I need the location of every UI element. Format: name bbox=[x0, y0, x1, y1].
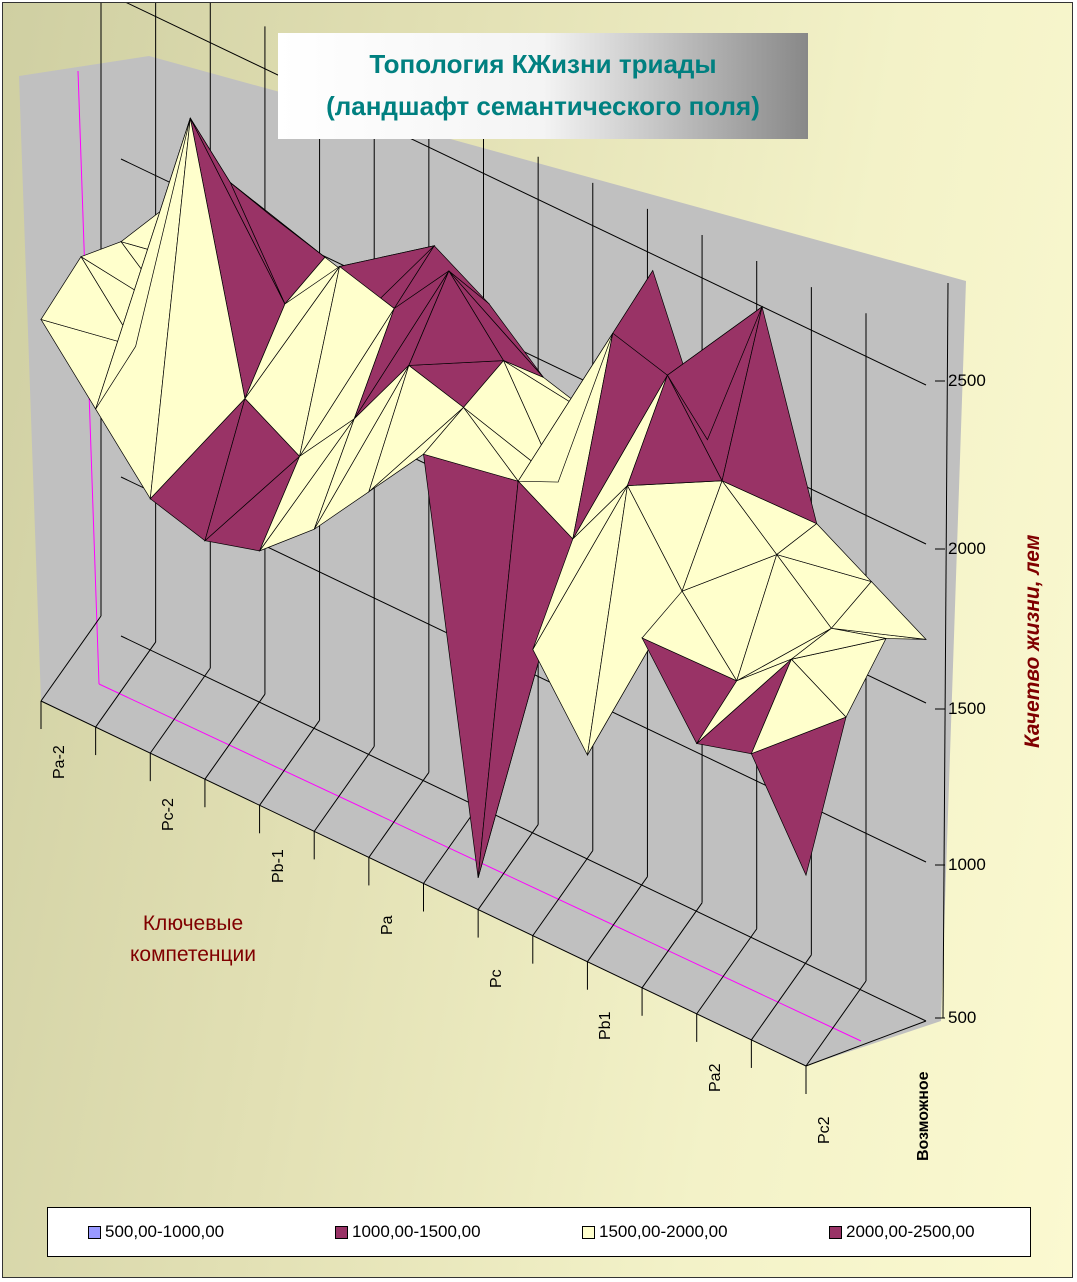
category-tick-label: Pc2 bbox=[816, 1116, 833, 1144]
surface-facet bbox=[721, 306, 818, 525]
axes bbox=[40, 282, 949, 1094]
floor-gridline bbox=[805, 980, 867, 1067]
surface-facet bbox=[791, 627, 887, 660]
surface-facet bbox=[750, 658, 847, 755]
legend-item: 2000,00-2500,00 bbox=[829, 1222, 975, 1242]
surface-facet bbox=[448, 270, 544, 378]
surface bbox=[40, 117, 927, 878]
value-axis-line bbox=[942, 282, 949, 1019]
legend-swatch bbox=[582, 1225, 595, 1239]
surface-facet bbox=[189, 117, 286, 305]
floor-gridline bbox=[587, 876, 648, 963]
value-gridline bbox=[120, 635, 927, 1022]
surface-facet bbox=[368, 364, 465, 493]
surface-plot bbox=[19, 3, 966, 1094]
category-axis-title-line2: компетенции bbox=[129, 943, 257, 966]
legend-swatch bbox=[335, 1225, 348, 1239]
category-axis-title-line1: Ключевые bbox=[142, 912, 244, 935]
surface-facet bbox=[462, 359, 559, 483]
floor-gridline bbox=[149, 667, 211, 754]
floor-gridline bbox=[750, 954, 812, 1041]
surface-facet bbox=[532, 485, 628, 650]
surface-facet bbox=[587, 484, 683, 756]
surface-facet bbox=[299, 265, 395, 457]
category-tick-label: Pc bbox=[488, 968, 506, 988]
floor-gridline bbox=[641, 902, 703, 989]
surface-facet bbox=[681, 480, 778, 592]
value-tick-label: 1500 bbox=[948, 699, 986, 718]
legend-item: 500,00-1000,00 bbox=[88, 1222, 224, 1242]
surface-facet bbox=[408, 270, 505, 366]
category-tick-label: Pb1 bbox=[597, 1011, 615, 1040]
legend-item: 1000,00-1500,00 bbox=[335, 1222, 481, 1242]
surface-facet bbox=[204, 397, 301, 542]
surface-facet bbox=[626, 374, 723, 486]
category-tick-label: Pa2 bbox=[706, 1063, 724, 1092]
value-tick-label: 500 bbox=[948, 1008, 977, 1027]
floor-gridline bbox=[368, 772, 430, 858]
surface-facet bbox=[775, 523, 873, 583]
surface-facet bbox=[641, 590, 738, 682]
surface-facet bbox=[259, 418, 355, 552]
category-axis-title: Ключевые компетенции bbox=[108, 908, 278, 970]
surface-facet bbox=[517, 333, 614, 483]
value-gridline bbox=[126, 3, 927, 386]
category-tick-label: Pb-1 bbox=[269, 849, 287, 884]
surface-facet bbox=[696, 658, 792, 744]
legend-item: 1500,00-2000,00 bbox=[582, 1222, 728, 1242]
floor-gridline bbox=[477, 824, 539, 910]
surface-facet bbox=[244, 266, 340, 399]
legend-swatch bbox=[88, 1225, 101, 1239]
value-axis-title: Качетво жизни, лем bbox=[1021, 534, 1044, 748]
legend: 500,00-1000,00 1000,00-1500,00 1500,00-200… bbox=[47, 1207, 1031, 1257]
category-tick-label: Pc-2 bbox=[160, 798, 178, 832]
legend-label: 1000,00-1500,00 bbox=[352, 1222, 481, 1241]
floor-gridline bbox=[313, 746, 375, 832]
surface-facet bbox=[736, 553, 832, 682]
value-tick-label: 2500 bbox=[948, 371, 986, 390]
chart-title: Топология КЖизни триады (ландшафт семант… bbox=[278, 33, 808, 139]
legend-label: 2000,00-2500,00 bbox=[846, 1222, 975, 1241]
value-tick-label: 2000 bbox=[948, 539, 986, 558]
surface-facet bbox=[313, 365, 410, 530]
surface-facet bbox=[572, 332, 668, 540]
legend-label: 1500,00-2000,00 bbox=[599, 1222, 728, 1241]
surface-facet bbox=[666, 305, 763, 441]
surface-facet bbox=[149, 117, 246, 500]
surface-facet bbox=[830, 581, 927, 640]
category-tick-label: Pa-2 bbox=[51, 745, 68, 779]
floor-gridline bbox=[696, 928, 758, 1015]
floor-gridline bbox=[259, 719, 320, 806]
floor-gridline bbox=[532, 850, 594, 936]
chart-title-line2: (ландшафт семантического поля) bbox=[326, 91, 760, 121]
legend-label: 500,00-1000,00 bbox=[105, 1222, 225, 1241]
surface-facet bbox=[40, 256, 137, 347]
legend-swatch bbox=[829, 1225, 842, 1239]
surface-facet bbox=[422, 406, 520, 482]
surface-facet bbox=[353, 270, 450, 420]
category-tick-label: Pa bbox=[378, 915, 396, 936]
floor-gridline bbox=[40, 615, 102, 702]
value-tick-label: 1000 bbox=[948, 855, 986, 874]
surface-facet bbox=[230, 182, 326, 258]
surface-facet bbox=[477, 480, 574, 878]
floor-gridline bbox=[95, 641, 157, 728]
series-axis-line bbox=[805, 1020, 927, 1067]
chart-title-line1: Топология КЖизни триады bbox=[369, 49, 717, 79]
floor-gridline bbox=[204, 693, 266, 780]
surface-facet bbox=[95, 117, 191, 410]
series-axis-label: Возможное bbox=[915, 1071, 932, 1161]
